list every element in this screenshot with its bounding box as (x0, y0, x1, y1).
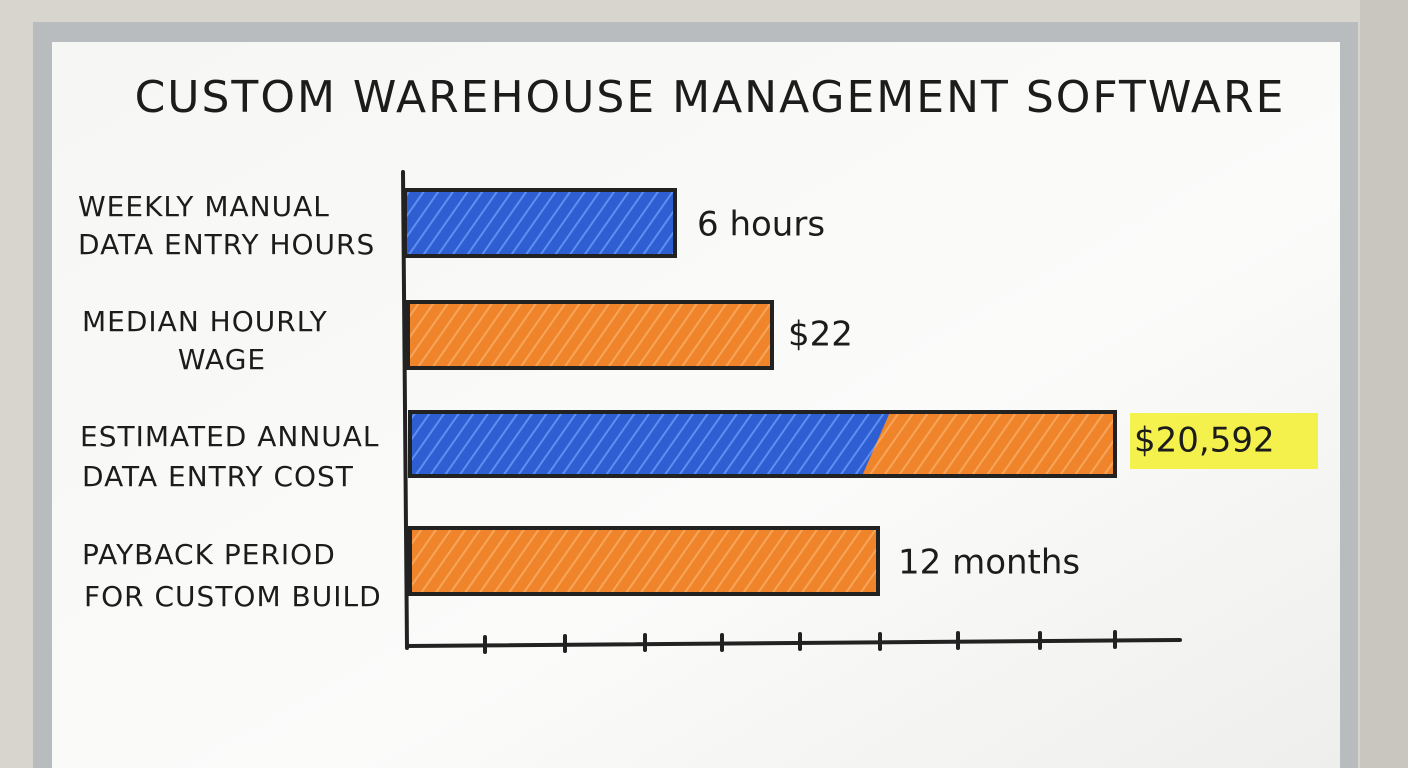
row-labels: WEEKLY MANUAL DATA ENTRY HOURS MEDIAN HO… (78, 190, 382, 613)
row-label: ESTIMATED ANNUAL (80, 420, 380, 453)
value-text: $22 (788, 315, 853, 355)
wall-right (1360, 0, 1408, 768)
bar (403, 188, 677, 258)
title: CUSTOM WAREHOUSE MANAGEMENT SOFTWARE (135, 72, 1286, 123)
row-label: PAYBACK PERIOD (82, 538, 336, 571)
board-surface (52, 42, 1340, 768)
bar (408, 410, 1117, 478)
bar (406, 300, 774, 370)
row-label: DATA ENTRY COST (82, 460, 354, 493)
value-text: 12 months (898, 543, 1080, 583)
bar (408, 526, 880, 596)
row-label: WAGE (178, 343, 266, 376)
row-label: FOR CUSTOM BUILD (84, 580, 382, 613)
highlight (1130, 413, 1318, 469)
axis-ticks (483, 630, 1117, 654)
value-text: $20,592 (1134, 421, 1275, 461)
row-label: MEDIAN HOURLY (82, 305, 328, 338)
row-label: DATA ENTRY HOURS (78, 228, 375, 261)
axis-horizontal (405, 638, 1182, 648)
value-text: 6 hours (697, 205, 825, 245)
row-label: WEEKLY MANUAL (78, 190, 330, 223)
